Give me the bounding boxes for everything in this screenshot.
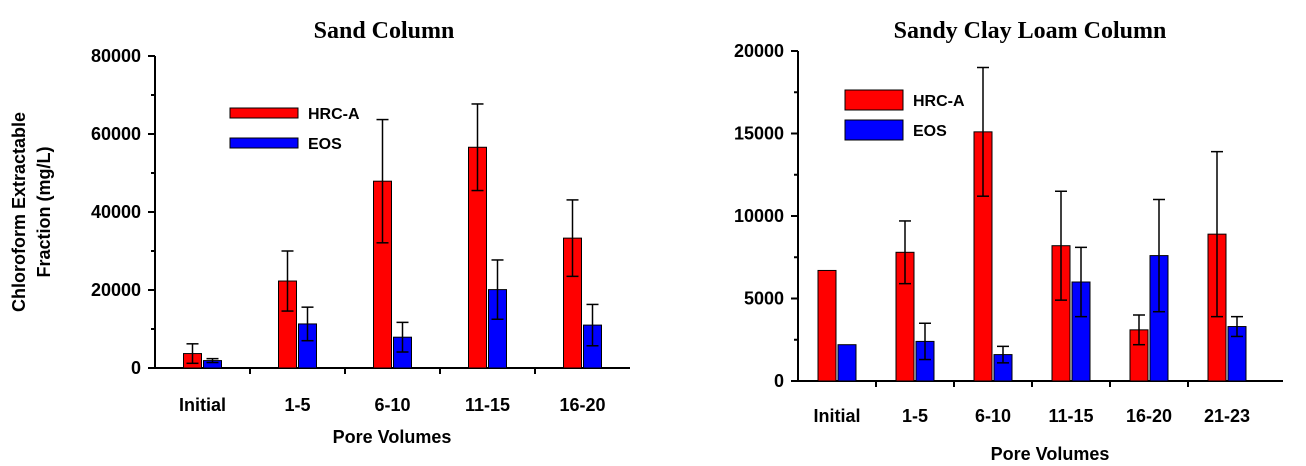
bar-eos: [837, 344, 857, 382]
x-tick-label: 6-10: [374, 395, 410, 415]
sandy-clay-loam-column-chart: Sandy Clay Loam Column Pore Volumes 0 500…: [734, 18, 1283, 464]
legend-label: EOS: [913, 123, 947, 140]
x-axis-label: Pore Volumes: [991, 444, 1110, 464]
y-tick-label: 40000: [91, 202, 141, 222]
y-tick-label: 20000: [91, 280, 141, 300]
x-tick-label: 6-10: [975, 406, 1011, 426]
y-tick-label: 60000: [91, 124, 141, 144]
x-axis-label: Pore Volumes: [333, 427, 452, 447]
y-tick-label: 15000: [734, 124, 784, 144]
y-axis-label-line-1: Chloroform Extractable: [9, 112, 29, 312]
legend-swatch-eos: [844, 119, 904, 141]
x-tick-label: 16-20: [559, 395, 605, 415]
legend-swatch-hrc-a: [844, 89, 904, 111]
x-tick-label: 1-5: [902, 406, 928, 426]
x-tick-label: 11-15: [1048, 406, 1093, 426]
bar-hrc-a: [817, 269, 837, 382]
legend-label: EOS: [308, 136, 342, 153]
y-tick-label: 20000: [734, 41, 784, 61]
y-tick-label: 80000: [91, 46, 141, 66]
x-tick-label: 21-23: [1204, 406, 1250, 426]
sand-column-chart: Sand Column Chloroform Extractable Fract…: [9, 18, 630, 447]
y-tick-label: 5000: [744, 289, 784, 309]
y-tick-label: 10000: [734, 206, 784, 226]
legend-label: HRC-A: [308, 106, 360, 123]
chart-title: Sand Column: [314, 18, 455, 44]
legend-label: HRC-A: [913, 93, 965, 110]
x-tick-label: Initial: [179, 395, 226, 415]
x-tick-label: 16-20: [1126, 406, 1172, 426]
x-tick-label: Initial: [813, 406, 860, 426]
x-tick-label: 11-15: [465, 395, 510, 415]
y-tick-label: 0: [131, 358, 141, 378]
y-axis-label-line-2: Fraction (mg/L): [34, 147, 54, 278]
legend-swatch-eos: [229, 137, 299, 149]
chart-title: Sandy Clay Loam Column: [894, 18, 1167, 44]
legend-swatch-hrc-a: [229, 107, 299, 119]
y-tick-label: 0: [774, 371, 784, 391]
x-tick-label: 1-5: [284, 395, 310, 415]
